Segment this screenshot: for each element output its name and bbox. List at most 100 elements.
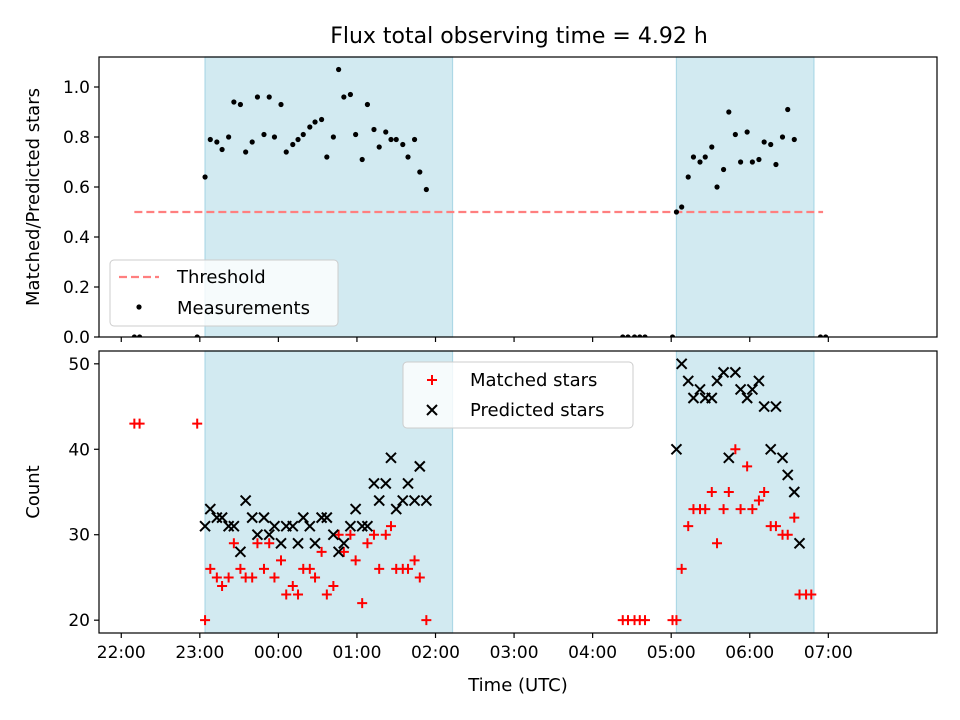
y-axis-label: Count bbox=[23, 465, 44, 518]
measurement-point bbox=[254, 94, 261, 100]
measurement-point bbox=[823, 334, 829, 337]
measurement-point bbox=[737, 159, 744, 165]
measurement-point bbox=[620, 334, 626, 337]
measurement-point bbox=[231, 99, 237, 105]
plot-frame bbox=[98, 350, 938, 634]
predicted-star-point bbox=[793, 537, 806, 549]
measurement-point bbox=[324, 154, 330, 160]
predicted-star-point bbox=[385, 452, 397, 464]
matched-star-point bbox=[287, 581, 298, 591]
measurement-point bbox=[207, 136, 213, 143]
measurement-point bbox=[744, 129, 750, 135]
measurement-point bbox=[679, 204, 685, 210]
predicted-star-point bbox=[782, 469, 794, 481]
matched-star-point bbox=[228, 538, 239, 549]
matched-star-point bbox=[338, 546, 349, 557]
measurement-point bbox=[625, 334, 631, 337]
measurement-point bbox=[330, 134, 336, 140]
matched-star-point bbox=[205, 563, 216, 574]
measurement-point bbox=[295, 136, 301, 143]
predicted-star-point bbox=[321, 511, 333, 524]
matched-star-point bbox=[770, 521, 781, 532]
matched-star-point bbox=[671, 615, 682, 626]
measurement-point bbox=[194, 334, 200, 337]
predicted-star-point bbox=[408, 494, 421, 507]
matched-star-point bbox=[742, 461, 753, 472]
predicted-star-point bbox=[746, 383, 759, 396]
predicted-star-point bbox=[390, 503, 402, 515]
predicted-star-point bbox=[239, 494, 252, 507]
shaded-interval bbox=[675, 56, 815, 338]
measurement-point bbox=[773, 161, 779, 168]
matched-star-point bbox=[676, 563, 687, 574]
measurement-point bbox=[341, 94, 347, 100]
legend-box bbox=[109, 259, 339, 327]
matched-star-point bbox=[247, 572, 258, 583]
legend-matched-swatch bbox=[427, 375, 437, 385]
measurement-point bbox=[411, 136, 418, 143]
measurement-point bbox=[697, 159, 703, 165]
predicted-star-point bbox=[199, 520, 211, 532]
predicted-star-point bbox=[723, 452, 735, 464]
matched-star-point bbox=[362, 538, 373, 549]
legend-measurement-swatch bbox=[136, 304, 142, 310]
matched-star-point bbox=[403, 563, 414, 574]
measurement-point bbox=[261, 131, 267, 138]
predicted-star-point bbox=[287, 520, 299, 532]
predicted-star-point bbox=[268, 520, 281, 532]
predicted-star-point bbox=[211, 511, 223, 524]
matched-star-point bbox=[718, 504, 729, 515]
measurement-point bbox=[226, 134, 232, 140]
predicted-star-point bbox=[327, 529, 340, 541]
predicted-star-point bbox=[373, 494, 385, 507]
y-tick-label: 50 bbox=[68, 355, 90, 375]
matched-star-point bbox=[269, 572, 280, 583]
matched-star-point bbox=[276, 555, 287, 566]
measurement-point bbox=[405, 154, 411, 160]
y-tick-label: 1.0 bbox=[63, 78, 90, 98]
measurement-point bbox=[249, 139, 255, 145]
matched-star-point bbox=[235, 563, 246, 574]
matched-star-point bbox=[192, 418, 203, 429]
measurement-point bbox=[768, 141, 774, 148]
measurement-point bbox=[307, 124, 313, 130]
x-tick-label: 22:00 bbox=[97, 643, 146, 663]
measurement-point bbox=[336, 66, 342, 73]
plot-frame bbox=[98, 56, 938, 338]
y-tick-label: 30 bbox=[68, 526, 90, 546]
measurement-point bbox=[631, 334, 638, 337]
y-tick-label: 20 bbox=[68, 611, 90, 631]
measurement-point bbox=[709, 144, 715, 150]
measurement-point bbox=[388, 136, 394, 143]
y-tick-label: 0.4 bbox=[63, 228, 90, 248]
predicted-star-point bbox=[717, 366, 730, 379]
matched-star-point bbox=[806, 589, 817, 600]
measurement-point bbox=[376, 144, 382, 150]
legend: Threshold Measurements bbox=[109, 259, 339, 327]
matched-star-point bbox=[281, 589, 292, 600]
measurement-point bbox=[300, 131, 306, 138]
predicted-star-point bbox=[258, 511, 270, 524]
measurement-point bbox=[318, 116, 325, 123]
measurement-point bbox=[383, 129, 389, 135]
predicted-star-point bbox=[776, 452, 789, 464]
predicted-star-point bbox=[734, 383, 747, 396]
measurement-point bbox=[237, 101, 244, 108]
predicted-star-point bbox=[368, 477, 380, 490]
matched-star-point bbox=[293, 589, 304, 600]
predicted-star-point bbox=[758, 400, 770, 413]
measurement-point bbox=[756, 156, 762, 163]
matched-star-point bbox=[217, 581, 228, 591]
measurement-point bbox=[131, 334, 137, 337]
measurement-point bbox=[732, 131, 738, 138]
legend-box bbox=[402, 361, 634, 429]
measurement-point bbox=[243, 149, 249, 155]
matched-star-point bbox=[640, 615, 651, 626]
predicted-star-point bbox=[216, 511, 228, 524]
matched-star-point bbox=[700, 504, 711, 515]
y-tick-label: 0.2 bbox=[63, 278, 90, 298]
measurement-point bbox=[720, 166, 727, 173]
predicted-star-point bbox=[741, 392, 753, 404]
matched-star-point bbox=[211, 572, 222, 583]
predicted-star-point bbox=[292, 537, 304, 549]
